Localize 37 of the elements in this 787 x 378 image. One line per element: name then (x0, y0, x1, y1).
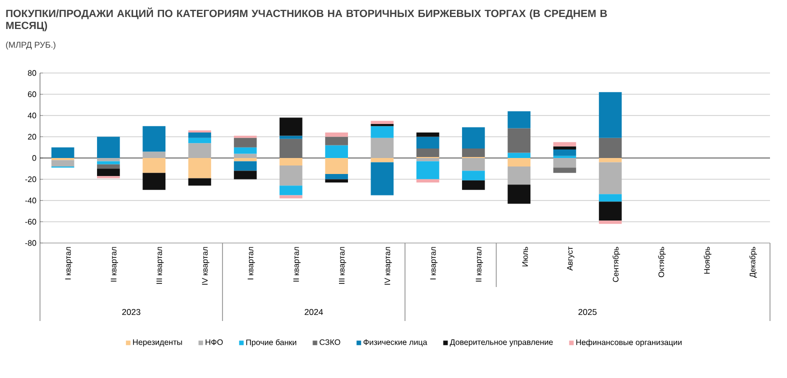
legend-label: Доверительное управление (450, 339, 553, 347)
legend-label: СЗКО (320, 339, 340, 346)
y-tick-label: 80 (28, 70, 36, 76)
chart-subtitle: (МЛРД РУБ.) (6, 42, 56, 50)
text: 2025 (578, 309, 597, 316)
x-tick-label: Август (567, 246, 574, 271)
legend-label: Нефинансовые организации (576, 339, 682, 347)
y-tick-label: 60 (28, 91, 36, 98)
x-tick-label: I квартал (248, 247, 255, 280)
x-tick-label: Октябрь (658, 246, 666, 278)
text: 2024 (304, 309, 323, 316)
x-tick-label: II квартал (293, 247, 301, 282)
legend-label: Физические лица (364, 339, 428, 347)
x-tick-label: I квартал (65, 247, 72, 280)
x-tick-label: IV квартал (202, 247, 210, 285)
x-tick-label: Декабрь (749, 246, 757, 278)
y-tick-label: 0 (32, 155, 36, 161)
text: 2023 (122, 309, 140, 316)
x-tick-label: III квартал (156, 247, 164, 284)
x-tick-label: Июль (522, 246, 528, 266)
y-tick-label: -80 (25, 240, 36, 246)
y-tick-label: 20 (28, 134, 36, 140)
x-tick-label: II квартал (110, 247, 118, 282)
chart-title: ПОКУПКИ/ПРОДАЖИ АКЦИЙ ПО КАТЕГОРИЯМ УЧАСТНИКОВ НА ВТОРИЧНЫХ БИРЖЕВЫХ ТОРГАХ (В СРЕДНЕМ В МЕСЯЦ) (6, 8, 607, 32)
x-tick-label: IV квартал (384, 247, 392, 285)
x-tick-label: I квартал (430, 247, 438, 280)
x-tick-label: Ноябрь (704, 246, 712, 274)
x-tick-label: II квартал (476, 247, 484, 282)
legend-label: НФО (206, 339, 223, 346)
y-tick-label: -20 (25, 176, 36, 182)
y-tick-label: -40 (25, 198, 36, 204)
y-tick-label: -60 (25, 218, 36, 225)
legend-label: Нерезиденты (133, 339, 182, 347)
legend-label: Прочие банки (246, 339, 296, 347)
x-tick-label: III квартал (338, 247, 346, 284)
y-tick-label: 40 (28, 112, 36, 118)
x-tick-label: Сентябрь (612, 246, 620, 282)
